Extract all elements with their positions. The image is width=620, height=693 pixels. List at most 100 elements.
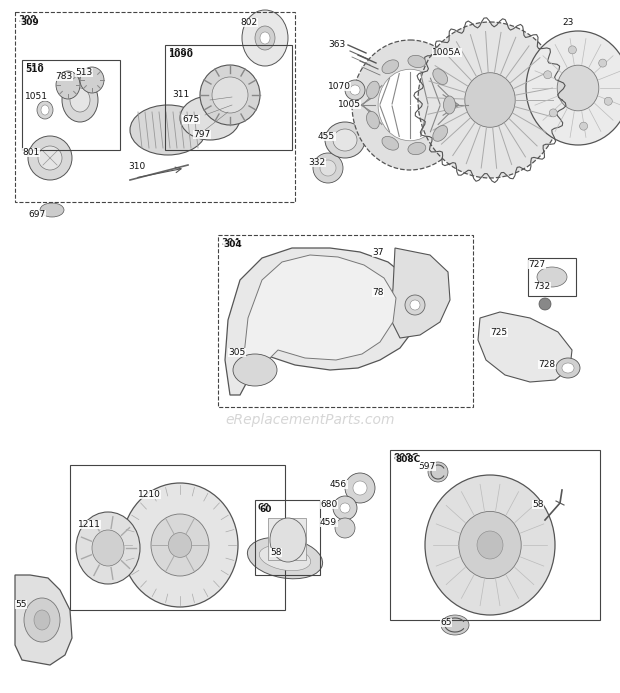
- Ellipse shape: [180, 96, 240, 140]
- Ellipse shape: [366, 112, 379, 129]
- Ellipse shape: [378, 69, 442, 141]
- Ellipse shape: [345, 80, 365, 100]
- Ellipse shape: [350, 85, 360, 95]
- Text: 363: 363: [328, 40, 345, 49]
- Ellipse shape: [526, 31, 620, 145]
- Ellipse shape: [580, 122, 588, 130]
- Text: 802: 802: [240, 18, 257, 27]
- Text: 332: 332: [308, 158, 325, 167]
- Text: 304: 304: [223, 240, 242, 249]
- Text: 797: 797: [193, 130, 210, 139]
- Ellipse shape: [557, 65, 599, 111]
- Text: 305: 305: [228, 348, 246, 357]
- Bar: [218, 235, 473, 407]
- Ellipse shape: [425, 475, 555, 615]
- Text: 1090: 1090: [168, 50, 193, 59]
- Text: 1070: 1070: [328, 82, 351, 91]
- Ellipse shape: [459, 511, 521, 579]
- Text: 1005: 1005: [338, 100, 361, 109]
- Ellipse shape: [340, 503, 350, 513]
- Ellipse shape: [443, 96, 456, 114]
- Text: 801: 801: [22, 148, 39, 157]
- Ellipse shape: [130, 105, 206, 155]
- Text: 697: 697: [28, 210, 45, 219]
- Text: 304: 304: [221, 238, 240, 247]
- Text: 732: 732: [533, 282, 550, 291]
- Bar: [70, 465, 285, 610]
- Text: 1090: 1090: [168, 48, 193, 57]
- Text: 728: 728: [538, 360, 555, 369]
- Ellipse shape: [556, 358, 580, 378]
- Ellipse shape: [122, 483, 238, 607]
- Text: 510: 510: [25, 63, 43, 72]
- Ellipse shape: [233, 354, 277, 386]
- Text: 727: 727: [528, 260, 545, 269]
- Ellipse shape: [247, 537, 322, 579]
- Ellipse shape: [70, 88, 90, 112]
- Ellipse shape: [544, 71, 552, 79]
- Text: eReplacementParts.com: eReplacementParts.com: [225, 413, 395, 427]
- Ellipse shape: [418, 22, 562, 178]
- Text: 510: 510: [25, 65, 43, 74]
- Ellipse shape: [599, 59, 607, 67]
- Ellipse shape: [549, 109, 557, 117]
- Text: 680: 680: [320, 500, 337, 509]
- Text: 808C: 808C: [395, 455, 420, 464]
- Ellipse shape: [382, 137, 399, 150]
- Ellipse shape: [410, 300, 420, 310]
- Text: 37: 37: [372, 248, 384, 257]
- Ellipse shape: [41, 105, 49, 115]
- Ellipse shape: [562, 363, 574, 373]
- Ellipse shape: [465, 73, 515, 128]
- Ellipse shape: [24, 598, 60, 642]
- Bar: [22, 60, 120, 150]
- Text: 675: 675: [182, 115, 199, 124]
- Polygon shape: [244, 255, 396, 385]
- Text: 60: 60: [260, 505, 272, 514]
- Text: 310: 310: [128, 162, 145, 171]
- Text: 725: 725: [490, 328, 507, 337]
- Text: 513: 513: [75, 68, 92, 77]
- Ellipse shape: [325, 122, 365, 158]
- Ellipse shape: [333, 496, 357, 520]
- Ellipse shape: [382, 60, 399, 73]
- Ellipse shape: [335, 518, 355, 538]
- Ellipse shape: [92, 530, 124, 566]
- Ellipse shape: [313, 153, 343, 183]
- Ellipse shape: [433, 69, 448, 85]
- Text: 65: 65: [440, 618, 451, 627]
- Ellipse shape: [28, 136, 72, 180]
- Bar: [255, 500, 320, 575]
- Ellipse shape: [242, 10, 288, 66]
- Text: 808C: 808C: [393, 453, 418, 462]
- Polygon shape: [390, 248, 450, 338]
- Text: 58: 58: [270, 548, 281, 557]
- Ellipse shape: [259, 545, 311, 570]
- Ellipse shape: [62, 78, 98, 122]
- Text: 597: 597: [418, 462, 435, 471]
- Bar: [268, 518, 306, 560]
- Text: 456: 456: [330, 480, 347, 489]
- Ellipse shape: [169, 533, 192, 557]
- Text: 1211: 1211: [78, 520, 101, 529]
- Ellipse shape: [477, 531, 503, 559]
- Polygon shape: [478, 312, 572, 382]
- Text: 78: 78: [372, 288, 384, 297]
- Ellipse shape: [212, 77, 248, 113]
- Ellipse shape: [405, 295, 425, 315]
- Text: 58: 58: [532, 500, 544, 509]
- Ellipse shape: [320, 160, 336, 176]
- Ellipse shape: [345, 473, 375, 503]
- Ellipse shape: [366, 81, 379, 98]
- Ellipse shape: [56, 71, 80, 99]
- Text: 1210: 1210: [138, 490, 161, 499]
- Text: 783: 783: [55, 72, 73, 81]
- Ellipse shape: [151, 514, 209, 576]
- Ellipse shape: [40, 203, 64, 217]
- Ellipse shape: [408, 55, 426, 68]
- Text: 309: 309: [18, 15, 37, 24]
- Polygon shape: [225, 248, 418, 395]
- Text: 60: 60: [258, 503, 270, 512]
- Text: 1005A: 1005A: [432, 48, 461, 57]
- Bar: [165, 45, 292, 150]
